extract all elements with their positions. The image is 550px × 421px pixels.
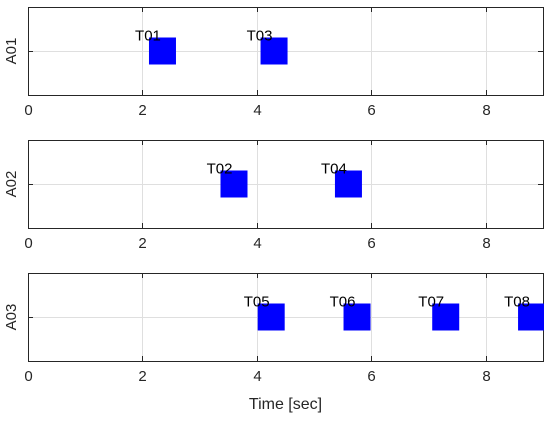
axes-border bbox=[28, 140, 544, 229]
task-label-t06: T06 bbox=[330, 294, 356, 311]
x-tick-label: 4 bbox=[253, 235, 261, 252]
x-tick-label: 6 bbox=[367, 102, 375, 119]
x-tick-label: 6 bbox=[367, 235, 375, 252]
task-marker-t06 bbox=[343, 303, 371, 331]
x-tick-label: 4 bbox=[253, 368, 261, 385]
task-marker-t05 bbox=[257, 303, 285, 331]
subplot-a01: 0 2 4 6 8 A01 T01 T03 bbox=[3, 7, 544, 119]
task-label-t02: T02 bbox=[207, 161, 233, 178]
task-label-t08: T08 bbox=[504, 294, 530, 311]
task-marker-t04 bbox=[334, 170, 362, 198]
x-tick-label: 8 bbox=[482, 235, 490, 252]
subplot-a02: 0 2 4 6 8 A02 T02 T04 bbox=[3, 140, 544, 252]
task-label-t07: T07 bbox=[418, 294, 444, 311]
task-marker-t01 bbox=[148, 37, 176, 65]
task-marker-t08 bbox=[518, 303, 544, 331]
x-tick-label: 8 bbox=[482, 102, 490, 119]
task-label-t03: T03 bbox=[247, 28, 273, 45]
x-tick-label: 8 bbox=[482, 368, 490, 385]
task-label-t05: T05 bbox=[244, 294, 270, 311]
x-tick-label: 2 bbox=[138, 102, 146, 119]
x-tick-label: 0 bbox=[24, 235, 32, 252]
axes-border bbox=[28, 7, 544, 96]
task-marker-t07 bbox=[432, 303, 460, 331]
task-marker-t03 bbox=[260, 37, 288, 65]
task-marker-t02 bbox=[220, 170, 248, 198]
x-tick-label: 4 bbox=[253, 102, 261, 119]
task-label-t04: T04 bbox=[321, 161, 347, 178]
task-markers bbox=[220, 170, 362, 198]
x-tick-label: 0 bbox=[24, 102, 32, 119]
task-label-t01: T01 bbox=[135, 28, 161, 45]
x-tick-label: 2 bbox=[138, 368, 146, 385]
subplot-a03: 0 2 4 6 8 A03 T05 T06 T07 T08 Time [sec] bbox=[3, 273, 544, 413]
x-tick-label: 2 bbox=[138, 235, 146, 252]
y-axis-label: A01 bbox=[3, 38, 20, 65]
y-axis-label: A03 bbox=[3, 304, 20, 331]
y-axis-label: A02 bbox=[3, 171, 20, 198]
task-markers bbox=[148, 37, 288, 65]
task-markers bbox=[257, 303, 544, 331]
x-axis-label: Time [sec] bbox=[249, 396, 322, 413]
x-tick-label: 6 bbox=[367, 368, 375, 385]
x-tick-label: 0 bbox=[24, 368, 32, 385]
